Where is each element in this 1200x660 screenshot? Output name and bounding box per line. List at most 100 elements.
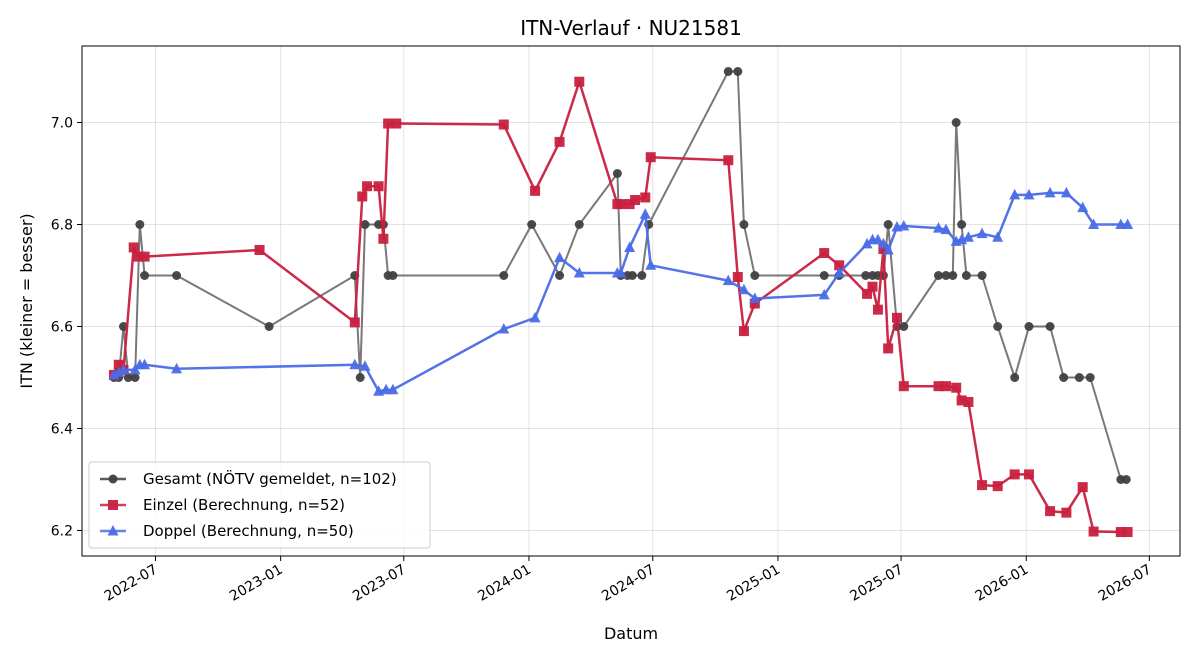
data-point — [254, 245, 265, 255]
data-point — [977, 480, 988, 491]
data-point — [1115, 527, 1126, 538]
data-point — [360, 220, 370, 229]
data-point — [349, 317, 360, 328]
data-point — [1088, 218, 1100, 229]
data-point — [883, 220, 893, 229]
plot-frame — [81, 45, 1181, 557]
data-point — [992, 481, 1003, 492]
data-point — [264, 322, 274, 331]
data-point — [1044, 186, 1056, 198]
y-tick-label: 6.2 — [51, 524, 73, 540]
data-point — [1088, 526, 1099, 537]
data-point — [1061, 507, 1072, 518]
series-layer — [108, 67, 1134, 538]
data-point — [117, 363, 129, 375]
data-point — [128, 242, 139, 253]
data-point — [862, 288, 873, 299]
series-line — [112, 80, 1128, 534]
data-point — [951, 382, 962, 393]
chart-title: ITN-Verlauf · NU21581 — [520, 16, 742, 40]
data-point — [956, 395, 967, 406]
y-tick-label: 7.0 — [51, 116, 73, 132]
x-axis-title: Datum — [604, 624, 658, 643]
data-point — [1024, 322, 1034, 331]
legend-label: Doppel (Berechnung, n=50) — [143, 522, 354, 540]
data-point — [976, 227, 988, 239]
data-point — [574, 220, 584, 229]
series-square — [108, 76, 1133, 538]
data-point — [723, 155, 734, 166]
data-point — [993, 322, 1003, 331]
data-point — [951, 118, 961, 127]
data-point — [819, 271, 829, 280]
data-point — [738, 283, 750, 295]
data-point — [749, 298, 760, 309]
data-point — [130, 373, 140, 382]
data-point — [898, 381, 909, 392]
data-point — [391, 118, 402, 129]
data-point — [891, 312, 902, 323]
data-point — [1045, 506, 1056, 517]
data-point — [723, 67, 733, 76]
data-point — [387, 383, 399, 395]
data-point — [132, 251, 143, 262]
data-point — [615, 266, 627, 278]
y-tick-label: 6.4 — [51, 422, 73, 438]
data-point — [818, 288, 830, 300]
data-point — [1077, 482, 1088, 493]
data-point — [499, 271, 509, 280]
data-point — [932, 222, 944, 233]
legend-swatch-marker — [107, 525, 119, 536]
data-point — [640, 192, 651, 203]
data-point — [624, 199, 635, 210]
data-point — [554, 251, 566, 263]
data-point — [948, 271, 958, 280]
data-point — [722, 274, 734, 286]
data-point — [645, 259, 657, 270]
data-point — [933, 271, 943, 280]
data-point — [749, 292, 761, 303]
data-point — [738, 326, 749, 337]
data-point — [357, 191, 368, 202]
data-point — [574, 76, 585, 87]
legend-swatch-marker — [108, 474, 118, 484]
data-point — [1023, 469, 1034, 480]
legend: Gesamt (NÖTV gemeldet, n=102) Einzel (Ber… — [88, 461, 431, 549]
data-point — [962, 231, 974, 242]
data-point — [733, 67, 743, 76]
data-point — [898, 220, 910, 231]
data-point — [645, 152, 656, 163]
data-point — [373, 181, 384, 192]
data-point — [1010, 373, 1020, 382]
data-point — [750, 271, 760, 280]
data-point — [630, 195, 641, 206]
data-point — [1009, 469, 1020, 480]
data-point — [834, 260, 845, 271]
legend-swatch-marker — [108, 500, 118, 510]
data-point — [882, 244, 894, 255]
data-point — [933, 381, 944, 392]
data-point — [1077, 201, 1089, 213]
data-point — [1023, 188, 1035, 200]
data-point — [573, 266, 585, 278]
data-point — [123, 373, 133, 382]
data-point — [172, 271, 182, 280]
data-point — [349, 358, 361, 370]
data-point — [963, 396, 974, 407]
data-point — [362, 181, 373, 192]
legend-label: Gesamt (NÖTV gemeldet, n=102) — [143, 469, 397, 488]
legend-label: Einzel (Berechnung, n=52) — [143, 496, 345, 514]
data-point — [977, 271, 987, 280]
y-tick-label: 6.8 — [51, 218, 73, 234]
data-point — [940, 381, 951, 392]
data-point — [1121, 475, 1131, 484]
data-point — [530, 185, 541, 196]
data-point — [1045, 322, 1055, 331]
data-point — [992, 231, 1004, 242]
data-point — [527, 220, 537, 229]
data-point — [388, 271, 398, 280]
data-point — [378, 233, 389, 244]
data-point — [554, 136, 565, 147]
